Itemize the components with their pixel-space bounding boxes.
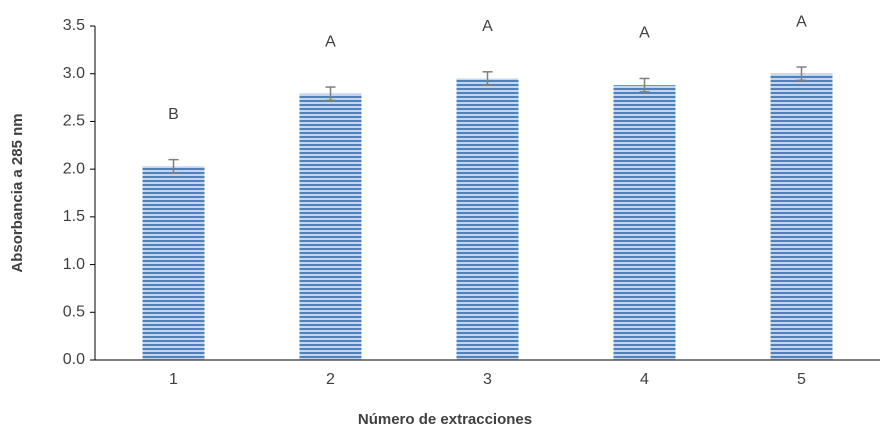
annotation: A xyxy=(482,18,493,35)
annotation: B xyxy=(168,106,179,123)
y-tick-label: 2.0 xyxy=(63,160,85,177)
x-tick-label: 3 xyxy=(483,371,492,388)
error-bar xyxy=(482,71,493,86)
y-tick-label: 3.5 xyxy=(63,17,85,34)
y-tick-label: 1.5 xyxy=(63,208,85,225)
y-tick-label: 2.5 xyxy=(63,113,85,130)
bar xyxy=(613,85,676,360)
x-tick-label: 2 xyxy=(326,371,335,388)
y-tick-label: 1.0 xyxy=(63,256,85,273)
error-bar xyxy=(325,86,336,102)
bar xyxy=(456,78,519,360)
bar xyxy=(142,166,205,360)
y-tick-label: 0.5 xyxy=(63,304,85,321)
x-axis-title: Número de extracciones xyxy=(358,411,532,428)
annotation: A xyxy=(639,25,650,42)
error-bar xyxy=(796,66,807,82)
y-axis-title: Absorbancia a 285 nm xyxy=(9,113,26,272)
error-bar xyxy=(639,77,650,93)
bar xyxy=(770,73,833,360)
error-bar xyxy=(168,158,179,174)
x-tick-label: 1 xyxy=(169,371,178,388)
x-tick-label: 5 xyxy=(797,371,806,388)
annotation: A xyxy=(325,33,336,50)
y-tick-label: 0.0 xyxy=(63,351,85,368)
y-tick-label: 3.0 xyxy=(63,65,85,82)
x-tick-label: 4 xyxy=(640,371,649,388)
bar xyxy=(299,93,362,361)
annotation: A xyxy=(796,13,807,30)
